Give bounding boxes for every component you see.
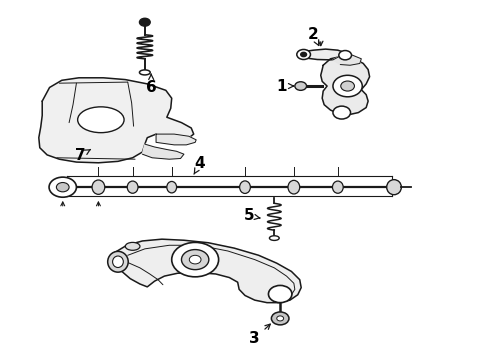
Circle shape: [181, 249, 209, 270]
Ellipse shape: [332, 181, 343, 193]
Ellipse shape: [92, 180, 105, 194]
Circle shape: [297, 49, 311, 59]
Text: 2: 2: [308, 27, 319, 45]
Ellipse shape: [125, 242, 140, 250]
Ellipse shape: [127, 181, 138, 193]
Circle shape: [339, 50, 351, 60]
Ellipse shape: [77, 107, 124, 133]
Ellipse shape: [108, 251, 128, 272]
Polygon shape: [156, 134, 196, 145]
Text: 6: 6: [146, 74, 157, 95]
Circle shape: [56, 183, 69, 192]
Polygon shape: [333, 55, 361, 65]
Circle shape: [140, 18, 150, 26]
Circle shape: [295, 82, 307, 90]
Ellipse shape: [167, 181, 176, 193]
Text: 1: 1: [276, 78, 294, 94]
Circle shape: [333, 75, 362, 97]
Polygon shape: [112, 239, 301, 303]
Ellipse shape: [270, 236, 279, 240]
Text: 3: 3: [249, 324, 270, 346]
Polygon shape: [321, 56, 369, 115]
Circle shape: [271, 312, 289, 325]
Polygon shape: [39, 78, 194, 163]
Text: 7: 7: [74, 148, 91, 163]
Circle shape: [189, 255, 201, 264]
Ellipse shape: [387, 180, 401, 195]
Ellipse shape: [113, 256, 123, 267]
Ellipse shape: [240, 181, 250, 193]
Circle shape: [301, 52, 307, 57]
Polygon shape: [143, 144, 184, 159]
Circle shape: [49, 177, 76, 197]
Text: 5: 5: [244, 208, 260, 223]
Ellipse shape: [140, 70, 150, 75]
Circle shape: [172, 242, 219, 277]
Polygon shape: [301, 49, 347, 60]
Circle shape: [269, 285, 292, 303]
Text: 4: 4: [194, 156, 205, 174]
Circle shape: [341, 81, 354, 91]
Circle shape: [277, 316, 284, 321]
Circle shape: [333, 106, 350, 119]
Ellipse shape: [288, 180, 300, 194]
